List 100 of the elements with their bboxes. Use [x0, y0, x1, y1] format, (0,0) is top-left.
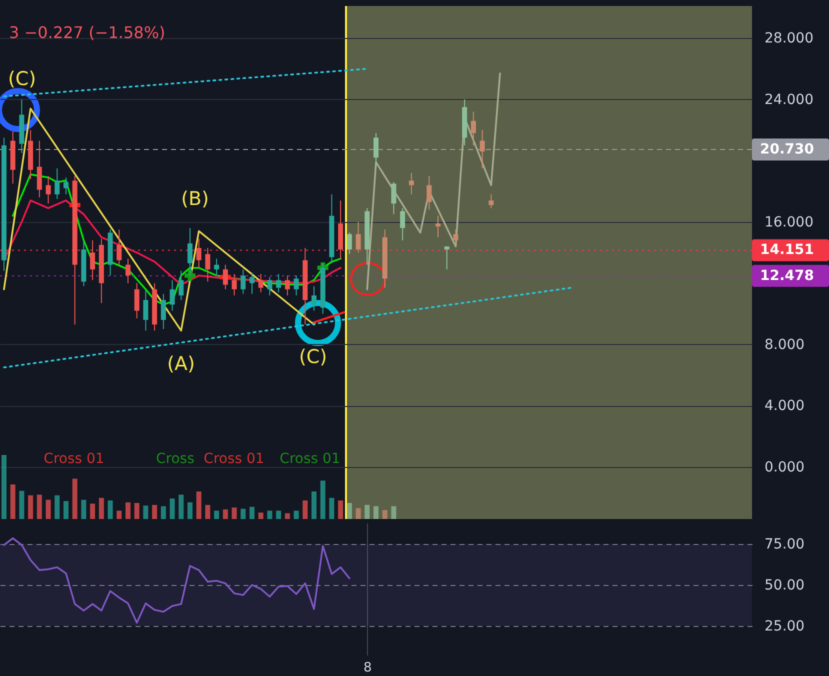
candlestick [276, 273, 282, 293]
candlestick [267, 276, 272, 296]
candlestick [470, 111, 476, 146]
line-series [3, 537, 350, 624]
candlestick [143, 290, 148, 332]
candlestick [391, 182, 396, 215]
candlestick [488, 194, 494, 209]
bar [36, 494, 42, 519]
annotation: Cross 01 [280, 451, 340, 467]
candlestick [312, 286, 316, 312]
candlestick [480, 130, 485, 169]
candlestick [222, 264, 228, 290]
candlestick [294, 275, 299, 296]
bar [63, 501, 68, 519]
bar [320, 480, 326, 519]
candlestick [125, 258, 130, 284]
bar [249, 506, 254, 519]
ref-line-label: 14.151 [760, 242, 814, 258]
candlestick [436, 215, 440, 238]
candlestick [196, 238, 202, 268]
candlestick [346, 232, 352, 255]
bar [10, 484, 16, 519]
candlestick [356, 221, 361, 254]
candlestick [36, 140, 42, 198]
annotation: Cross [156, 451, 194, 467]
bar [222, 509, 228, 519]
candlestick [116, 229, 122, 266]
bar [72, 478, 78, 519]
y-tick-label: 25.00 [764, 618, 805, 634]
bar [143, 506, 148, 519]
candlestick [63, 177, 68, 195]
bar [356, 508, 361, 519]
candlestick [90, 240, 96, 281]
candlestick [374, 132, 378, 169]
bar [232, 507, 237, 519]
candlestick [54, 168, 60, 200]
annotation: 3 −0.227 (−1.58%) [9, 23, 166, 42]
candlestick [178, 270, 184, 301]
bar [116, 510, 122, 519]
y-tick-label: 75.00 [764, 536, 805, 552]
bar [338, 500, 344, 519]
candlestick [170, 280, 175, 312]
bar [374, 506, 378, 519]
bar [294, 510, 299, 519]
candlestick [160, 293, 166, 330]
bar [134, 503, 140, 519]
bar [28, 495, 34, 519]
annotation: Cross 01 [204, 451, 264, 467]
candlestick [400, 208, 406, 241]
bar [312, 491, 316, 519]
candlestick [240, 268, 246, 294]
y-tick-label: 24.000 [764, 92, 814, 108]
bar [178, 494, 184, 519]
bar [160, 506, 166, 519]
annotation: (C) [8, 68, 36, 90]
bar [329, 498, 334, 519]
annotation: (A) [167, 353, 195, 375]
annotation: Cross 01 [44, 451, 104, 467]
bar [346, 503, 352, 519]
candlestick [214, 258, 220, 276]
bar [1, 455, 6, 519]
y-tick-label: 50.00 [764, 577, 805, 594]
bar [276, 510, 282, 519]
line-series [3, 108, 315, 332]
y-tick-label: 0.000 [764, 459, 805, 476]
bar [54, 495, 60, 519]
candlestick [134, 282, 140, 319]
x-tick-label: 8 [364, 660, 372, 676]
candlestick [258, 273, 264, 293]
candlestick [232, 273, 237, 296]
candlestick [426, 175, 432, 210]
annotation: (B) [181, 188, 209, 210]
y-tick-label: 16.000 [764, 214, 814, 230]
bar [187, 502, 192, 519]
bar [364, 504, 370, 519]
bar [81, 500, 86, 519]
bar [214, 510, 220, 519]
bar [205, 504, 210, 519]
y-tick-label: 28.000 [764, 30, 814, 47]
bar [108, 500, 113, 519]
candlestick [444, 246, 450, 270]
candlestick [284, 275, 290, 296]
candlestick [187, 228, 192, 276]
candlestick [46, 175, 51, 204]
bar [240, 508, 246, 519]
bar [46, 500, 51, 519]
bar [98, 498, 104, 519]
candlestick [249, 272, 254, 294]
bar [391, 506, 396, 519]
bar [170, 498, 175, 519]
bar [196, 491, 202, 519]
bar [90, 504, 96, 519]
candlestick [453, 229, 458, 244]
bar [302, 500, 308, 519]
bar [125, 502, 130, 519]
bar [258, 512, 264, 519]
bar [382, 510, 388, 519]
y-tick-label: 4.000 [764, 398, 805, 414]
bar [152, 504, 158, 519]
candlestick [205, 247, 210, 282]
